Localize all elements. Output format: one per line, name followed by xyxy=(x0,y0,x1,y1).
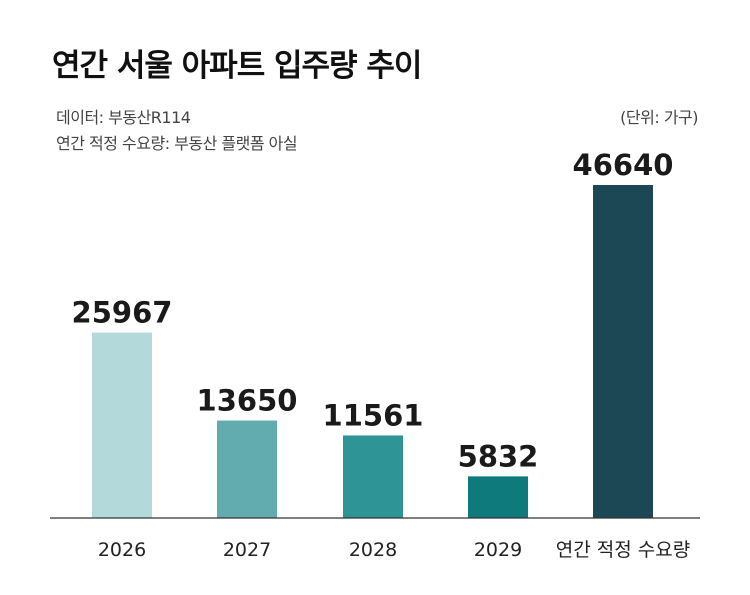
value-label-2: 11561 xyxy=(323,398,424,432)
category-label-2: 2028 xyxy=(349,539,397,561)
bars-group: 25967 2026 13650 2027 11561 2028 5832 2029 46640… xyxy=(72,148,691,561)
source-text: 데이터: 부동산R114 xyxy=(56,108,191,127)
bar-0 xyxy=(92,332,152,518)
value-label-1: 13650 xyxy=(197,384,298,418)
bar-1 xyxy=(217,420,277,518)
value-label-4: 46640 xyxy=(573,148,674,182)
bar-2 xyxy=(343,435,403,518)
chart-title: 연간 서울 아파트 입주량 추이 xyxy=(52,48,422,84)
unit-label: (단위: 가구) xyxy=(620,108,698,127)
value-label-3: 5832 xyxy=(458,439,539,473)
category-label-1: 2027 xyxy=(223,539,271,561)
value-label-0: 25967 xyxy=(72,296,173,330)
category-label-0: 2026 xyxy=(98,539,146,561)
category-label-4: 연간 적정 수요량 xyxy=(556,539,690,561)
demand-source-text: 연간 적정 수요량: 부동산 플랫폼 아실 xyxy=(56,134,298,153)
bar-4 xyxy=(593,185,653,518)
category-label-3: 2029 xyxy=(474,539,522,561)
bar-3 xyxy=(468,476,528,518)
